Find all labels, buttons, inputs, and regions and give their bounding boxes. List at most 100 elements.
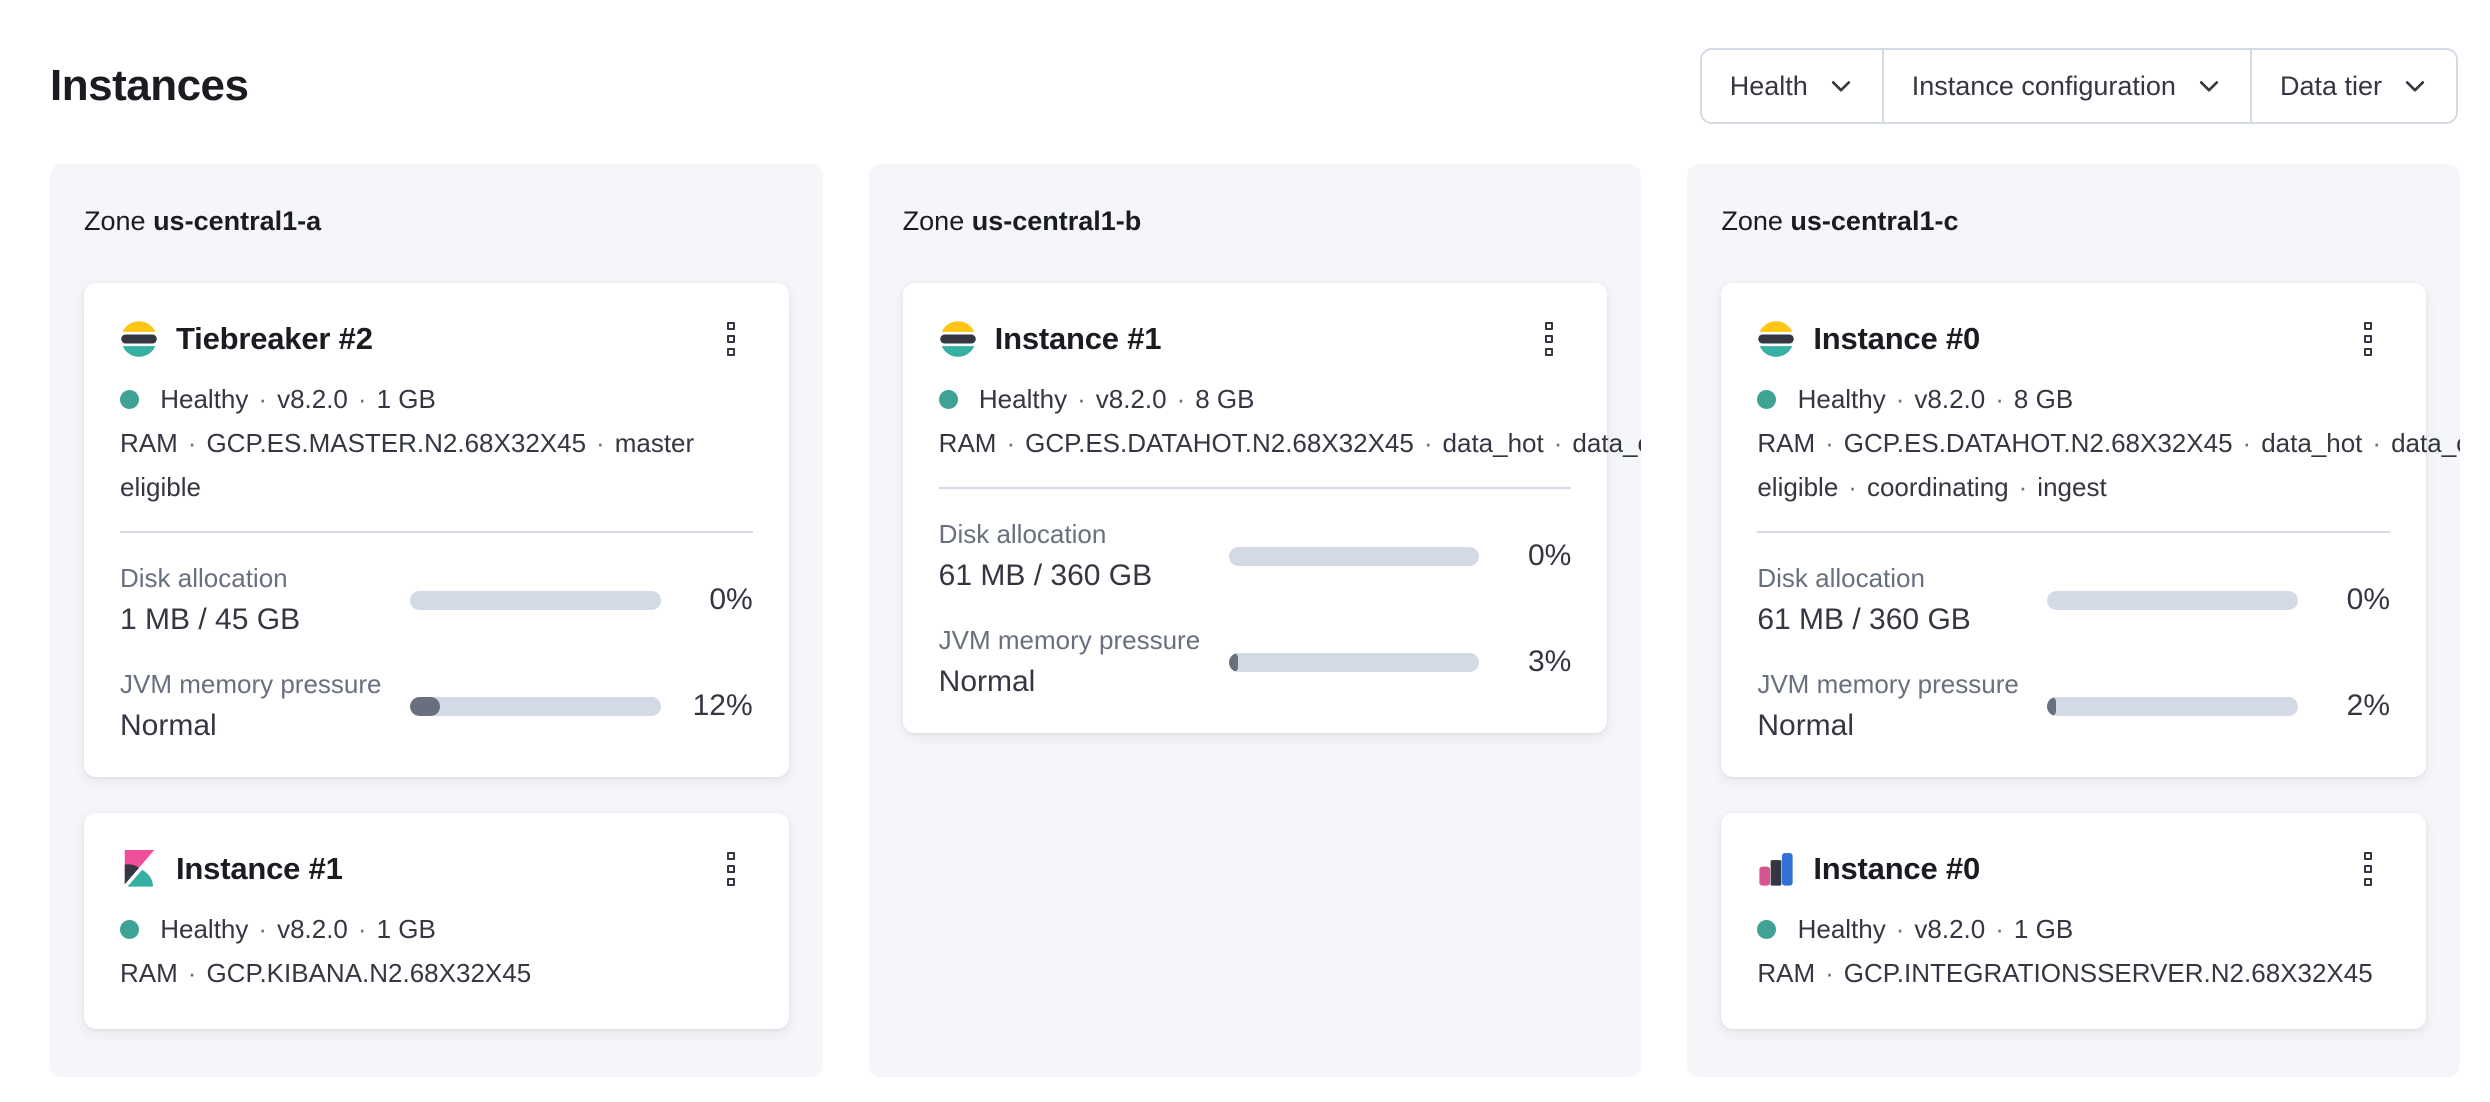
instance-menu-button[interactable] bbox=[2346, 317, 2390, 361]
meta-separator: · bbox=[258, 384, 268, 414]
card-header: Instance #1 bbox=[120, 847, 753, 891]
meta-segment: GCP.KIBANA.N2.68X32X45 bbox=[206, 958, 532, 988]
boxes-vertical-icon bbox=[726, 852, 735, 860]
metric-progress-bar bbox=[410, 590, 661, 610]
zone-cards: Instance #0 Healthy · v8.2.0 · 8 GB RAM · GCP.… bbox=[1721, 283, 2460, 1029]
filter-button[interactable]: Health bbox=[1701, 50, 1882, 122]
metric-row: Disk allocation 61 MB / 360 GB 0% bbox=[1757, 563, 2390, 637]
instance-menu-button[interactable] bbox=[709, 847, 753, 891]
meta-segment: v8.2.0 bbox=[277, 914, 348, 944]
metric-label: Disk allocation bbox=[938, 519, 1107, 549]
zone-panel: Zone us-central1-a Tiebreaker #2 bbox=[50, 164, 823, 1077]
meta-segment: GCP.ES.MASTER.N2.68X32X45 bbox=[206, 428, 587, 458]
health-dot-icon bbox=[120, 920, 139, 939]
metric-percent: 0% bbox=[2346, 583, 2391, 616]
metric-progress-fill bbox=[1228, 652, 1238, 672]
meta-separator: · bbox=[1423, 428, 1433, 458]
meta-segment: GCP.ES.DATAHOT.N2.68X32X45 bbox=[1025, 428, 1414, 458]
meta-segment: v8.2.0 bbox=[1095, 384, 1167, 414]
instance-card: Instance #1 Healthy · v8.2.0 · 8 GB RAM · GCP.… bbox=[902, 283, 1641, 733]
kibana-logo-icon bbox=[120, 850, 158, 888]
instance-card: Instance #0 Healthy · v8.2.0 · 8 GB RAM · GCP.… bbox=[1721, 283, 2460, 777]
meta-separator: · bbox=[1895, 914, 1905, 944]
metric-label: Disk allocation bbox=[120, 563, 288, 593]
metric-label: JVM memory pressure bbox=[938, 625, 1201, 655]
metric-row: Disk allocation 61 MB / 360 GB 0% bbox=[939, 519, 1572, 593]
card-header: Tiebreaker #2 bbox=[120, 317, 753, 361]
meta-separator: · bbox=[1176, 384, 1186, 414]
meta-segment: data_content bbox=[2391, 428, 2460, 458]
instance-title: Instance #0 bbox=[1813, 321, 1981, 356]
meta-segment: master eligible bbox=[120, 428, 695, 502]
filter-button-label: Data tier bbox=[2279, 70, 2382, 101]
meta-segment: 8 GB RAM bbox=[1757, 384, 2074, 458]
metric-value: 1 MB / 45 GB bbox=[120, 603, 301, 636]
card-divider bbox=[1757, 531, 2391, 533]
instance-meta: Healthy · v8.2.0 · 1 GB RAM · GCP.INTEGRATIONS… bbox=[1757, 907, 2390, 995]
instance-menu-button[interactable] bbox=[2346, 847, 2390, 891]
metric-value: 61 MB / 360 GB bbox=[1757, 603, 1971, 636]
filter-group: Health Instance configuration Data tier bbox=[1699, 48, 2458, 124]
card-header: Instance #1 bbox=[939, 317, 1572, 361]
meta-separator: · bbox=[1825, 958, 1834, 988]
meta-segment: 1 GB RAM bbox=[120, 384, 436, 458]
metric-progress-bar bbox=[1228, 546, 1480, 566]
metric-progress-bar bbox=[2047, 696, 2299, 716]
boxes-vertical-icon bbox=[726, 322, 735, 330]
meta-segment: data_hot bbox=[2261, 428, 2363, 458]
card-header: Instance #0 bbox=[1757, 847, 2390, 891]
health-dot-icon bbox=[938, 390, 958, 409]
elasticsearch-logo-icon bbox=[1757, 320, 1795, 358]
metric-row: JVM memory pressure Normal 3% bbox=[939, 625, 1572, 699]
zone-name: us-central1-c bbox=[1790, 206, 1959, 236]
card-divider bbox=[938, 487, 1572, 489]
metrics-section: Disk allocation 61 MB / 360 GB 0% JVM me… bbox=[939, 519, 1572, 699]
zone-name: us-central1-a bbox=[153, 206, 322, 236]
zone-panel: Zone us-central1-c Instance #0 bbox=[1687, 164, 2461, 1077]
zone-header: Zone us-central1-a bbox=[84, 206, 789, 237]
meta-segment: v8.2.0 bbox=[277, 384, 348, 414]
health-dot-icon bbox=[1757, 390, 1777, 409]
instance-menu-button[interactable] bbox=[1527, 317, 1571, 361]
meta-segment: v8.2.0 bbox=[1914, 384, 1986, 414]
health-dot-icon bbox=[120, 390, 139, 409]
filter-button[interactable]: Data tier bbox=[2249, 50, 2456, 122]
meta-separator: · bbox=[1077, 384, 1086, 414]
meta-separator: · bbox=[1848, 472, 1857, 502]
meta-segment: Healthy bbox=[978, 384, 1068, 414]
metrics-section: Disk allocation 61 MB / 360 GB 0% JVM me… bbox=[1757, 563, 2390, 743]
metric-percent: 12% bbox=[692, 689, 753, 722]
meta-segment: Healthy bbox=[1797, 914, 1886, 944]
instance-meta: Healthy · v8.2.0 · 1 GB RAM · GCP.KIBANA.N2.68… bbox=[120, 907, 753, 995]
meta-separator: · bbox=[1553, 428, 1563, 458]
meta-segment: ingest bbox=[2037, 472, 2107, 502]
metric-value: Normal bbox=[938, 665, 1036, 698]
zone-label: Zone bbox=[84, 206, 146, 236]
instance-meta: Healthy · v8.2.0 · 1 GB RAM · GCP.ES.MASTER.N2… bbox=[120, 377, 753, 509]
metric-label: JVM memory pressure bbox=[120, 669, 382, 699]
instance-title: Instance #1 bbox=[994, 321, 1162, 356]
metric-row: JVM memory pressure Normal 2% bbox=[1757, 669, 2390, 743]
meta-separator: · bbox=[187, 428, 197, 458]
zone-cards: Instance #1 Healthy · v8.2.0 · 8 GB RAM · GCP.… bbox=[902, 283, 1641, 733]
card-header: Instance #0 bbox=[1757, 317, 2390, 361]
zone-panel: Zone us-central1-b Instance #1 bbox=[868, 164, 1642, 1077]
filter-button[interactable]: Instance configuration bbox=[1881, 50, 2250, 122]
metric-percent: 0% bbox=[1527, 539, 1572, 572]
metric-progress-bar bbox=[410, 696, 661, 716]
boxes-vertical-icon bbox=[1545, 322, 1554, 330]
meta-segment: data_hot bbox=[1442, 428, 1544, 458]
meta-separator: · bbox=[357, 384, 367, 414]
meta-segment: 1 GB RAM bbox=[1757, 914, 2074, 988]
metric-percent: 0% bbox=[709, 583, 753, 616]
instance-menu-button[interactable] bbox=[709, 317, 753, 361]
elasticsearch-logo-icon bbox=[939, 320, 977, 358]
metric-label: Disk allocation bbox=[1757, 563, 1925, 593]
chevron-down-icon bbox=[2405, 81, 2425, 92]
meta-separator: · bbox=[2242, 428, 2252, 458]
meta-separator: · bbox=[357, 914, 367, 944]
metric-value: Normal bbox=[1757, 709, 1855, 742]
meta-segment: coordinating bbox=[1866, 472, 2009, 502]
instance-card: Instance #0 Healthy · v8.2.0 · 1 GB RAM · GCP.… bbox=[1721, 813, 2427, 1029]
zone-header: Zone us-central1-b bbox=[903, 206, 1608, 237]
